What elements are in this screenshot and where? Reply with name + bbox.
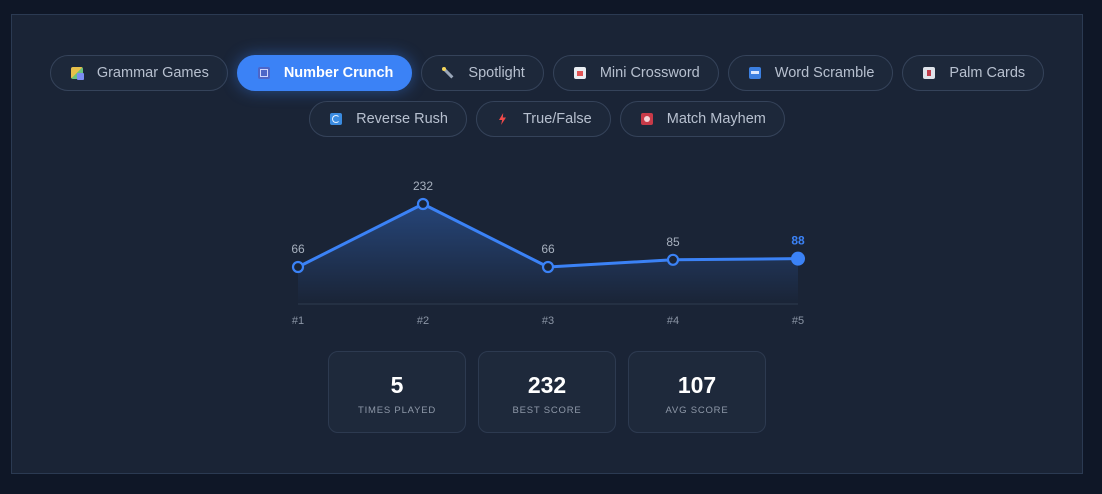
game-tabs-row-2: Reverse Rush True/False Match Mayhem: [12, 101, 1082, 137]
chart-point: [666, 253, 680, 266]
stat-value: 107: [677, 372, 717, 398]
chart-data-label: 232: [413, 179, 433, 193]
chart-data-label: 66: [291, 242, 305, 256]
stat-label: AVG SCORE: [665, 405, 729, 416]
chart-x-tick-label: #4: [667, 315, 679, 327]
grammar-icon: [70, 67, 84, 80]
stat-label: BEST SCORE: [512, 405, 582, 416]
stat-times-played: 5 TIMES PLAYED: [328, 351, 466, 433]
chart-data-label: 66: [541, 242, 555, 256]
tab-label: Match Mayhem: [666, 111, 766, 127]
tab-number-crunch[interactable]: Number Crunch: [236, 55, 413, 91]
stat-value: 5: [390, 372, 404, 398]
tab-spotlight[interactable]: Spotlight: [421, 55, 544, 91]
match-icon: [640, 113, 653, 125]
tab-palm-cards[interactable]: Palm Cards: [902, 55, 1045, 91]
stat-avg-score: 107 AVG SCORE: [628, 351, 766, 433]
chart-data-label: 88: [791, 234, 805, 248]
chart-x-tick-label: #1: [292, 315, 304, 327]
score-history-chart: 66 #1 232 #2 66 #3 85 #4 88 #5: [291, 179, 805, 327]
chart-x-tick-label: #5: [792, 315, 804, 327]
tab-label: Mini Crossword: [599, 65, 700, 81]
chart-area-fill: [298, 204, 798, 304]
palm-cards-icon: [923, 67, 936, 79]
tab-label: True/False: [522, 111, 592, 127]
reverse-icon: [330, 113, 343, 125]
tab-label: Spotlight: [468, 65, 525, 81]
chart-x-tick-label: #3: [542, 315, 554, 327]
stat-best-score: 232 BEST SCORE: [478, 351, 616, 433]
stats-row: 5 TIMES PLAYED 232 BEST SCORE 107 AVG SC…: [328, 351, 766, 433]
tab-word-scramble[interactable]: Word Scramble: [727, 55, 894, 91]
stat-value: 232: [527, 372, 567, 398]
tab-label: Word Scramble: [774, 65, 875, 81]
chart-point: [416, 197, 430, 211]
tab-label: Number Crunch: [283, 65, 394, 81]
tab-mini-crossword[interactable]: Mini Crossword: [552, 55, 719, 91]
chart-point-latest: [791, 251, 805, 266]
tab-grammar-games[interactable]: Grammar Games: [49, 55, 228, 91]
crossword-icon: [573, 67, 586, 79]
chart-point: [291, 260, 305, 274]
number-icon: [257, 67, 270, 79]
tab-true-false[interactable]: True/False: [475, 101, 611, 137]
tab-reverse-rush[interactable]: Reverse Rush: [309, 101, 467, 137]
stat-label: TIMES PLAYED: [357, 405, 437, 416]
tab-match-mayhem[interactable]: Match Mayhem: [619, 101, 785, 137]
tab-label: Reverse Rush: [356, 111, 448, 127]
chart-point: [541, 260, 555, 274]
spotlight-icon: [442, 67, 454, 79]
chart-x-tick-label: #2: [417, 315, 429, 327]
tab-label: Palm Cards: [949, 65, 1026, 81]
game-stats-panel: Grammar Games Number Crunch Spotlight Mi…: [11, 14, 1083, 474]
game-tabs-row-1: Grammar Games Number Crunch Spotlight Mi…: [12, 55, 1082, 91]
chart-data-label: 85: [666, 235, 680, 249]
tab-label: Grammar Games: [96, 65, 209, 81]
scramble-icon: [748, 67, 761, 79]
